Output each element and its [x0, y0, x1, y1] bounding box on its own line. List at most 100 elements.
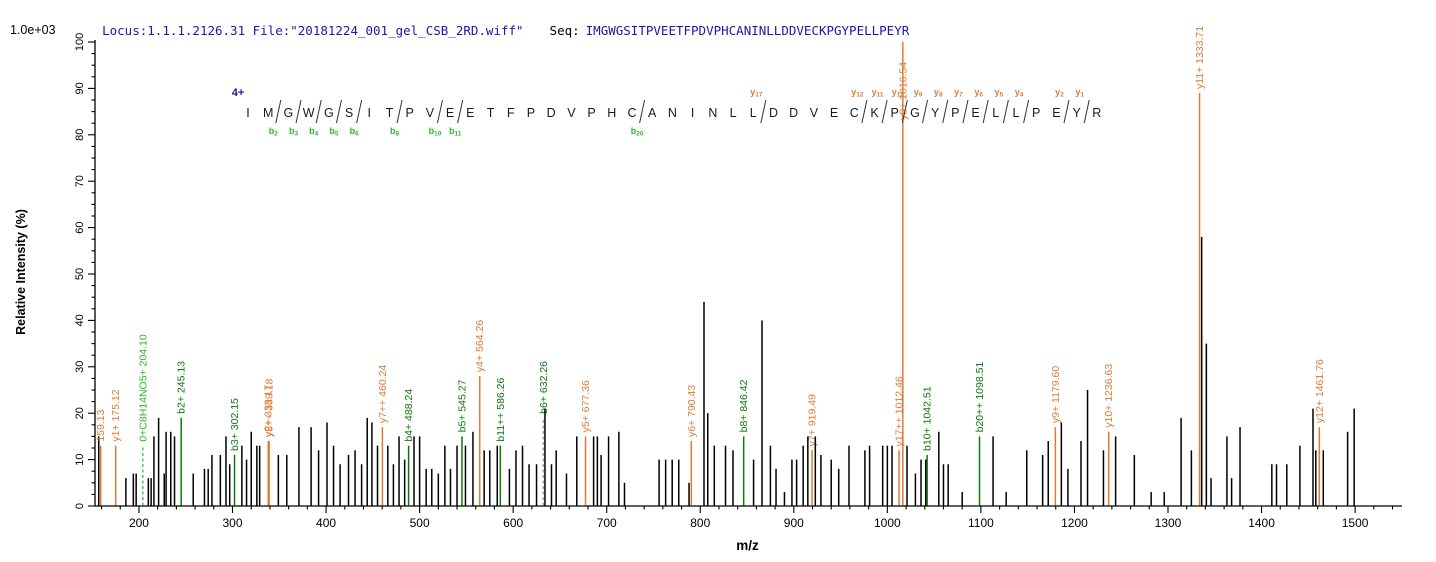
fragment-divider: [881, 99, 888, 124]
b-ion-marker: b10: [429, 126, 442, 138]
residue-letter: S: [345, 106, 353, 120]
residue-letter: P: [406, 106, 414, 120]
fragment-divider: [861, 99, 868, 124]
residue-letter: H: [607, 106, 616, 120]
fragment-divider: [295, 99, 302, 124]
residue-letter: A: [648, 106, 657, 120]
residue-letter: N: [708, 106, 717, 120]
peak-label: y7++ 460.24: [377, 365, 389, 424]
b-ion-marker: b6: [350, 126, 360, 138]
y-axis-tick-label: 90: [74, 82, 86, 94]
fragment-divider: [396, 99, 403, 124]
residue-letter: T: [386, 106, 394, 120]
residue-letter: G: [284, 106, 294, 120]
y-axis-tick-label: 20: [74, 407, 86, 419]
fragment-divider: [1063, 99, 1070, 124]
y-ion-marker: y5: [995, 87, 1004, 99]
residue-letter: R: [1092, 106, 1101, 120]
x-axis-tick-label: 1300: [1155, 516, 1182, 530]
y-axis-tick-label: 100: [74, 33, 86, 51]
residue-letter: D: [547, 106, 556, 120]
residue-letter: P: [1032, 106, 1040, 120]
peak-label: b11++ 586.26: [495, 377, 507, 441]
residue-letter: Y: [931, 106, 940, 120]
residue-letter: P: [587, 106, 595, 120]
y-ion-marker: y12: [851, 87, 864, 99]
peak-label: y5+ 677.36: [580, 380, 592, 432]
x-axis-title: m/z: [736, 538, 759, 553]
peak-label: 0+C8H14NO5+ 204.10: [137, 334, 149, 442]
residue-letter: P: [527, 106, 535, 120]
peak-label: b20++ 1098.51: [974, 362, 986, 433]
x-axis-tick-label: 1000: [874, 516, 901, 530]
fragment-divider: [1083, 99, 1090, 124]
peak-label: b4+ 488.24: [403, 389, 415, 442]
x-axis-tick-label: 1400: [1248, 516, 1275, 530]
b-ion-marker: b20: [631, 126, 644, 138]
y-ion-marker: y8: [934, 87, 943, 99]
peak-label: b3+ 302.15: [229, 398, 241, 451]
y-axis-tick-label: 50: [74, 268, 86, 280]
y-ion-marker: y7: [954, 87, 963, 99]
residue-letter: L: [1013, 106, 1020, 120]
peak-label: y9+ 1179.60: [1050, 366, 1062, 423]
x-axis-tick-label: 500: [410, 516, 430, 530]
y-axis-tick-label: 80: [74, 129, 86, 141]
residue-letter: M: [263, 106, 273, 120]
x-axis-tick-label: 200: [129, 516, 149, 530]
residue-letter: V: [426, 106, 435, 120]
residue-letter: T: [487, 106, 495, 120]
x-axis-tick-label: 600: [503, 516, 523, 530]
fragment-divider: [639, 99, 646, 124]
peak-label: y17++ 1012.46: [894, 376, 906, 446]
fragment-divider: [335, 99, 342, 124]
fragment-divider: [1002, 99, 1009, 124]
residue-letter: L: [730, 106, 737, 120]
peak-label: b2+ 245.13: [176, 361, 188, 414]
y-ion-marker: y17: [750, 87, 763, 99]
sequence-text: IMGWGSITPVEETFPDVPHCANINLLDDVECKPGYPELLP…: [585, 23, 910, 38]
residue-letter: E: [971, 106, 979, 120]
peak-label: y1+ 175.12: [110, 389, 122, 441]
residue-letter: L: [992, 106, 999, 120]
y-ion-marker: y11: [872, 87, 884, 99]
y-axis-title: Relative Intensity (%): [14, 209, 28, 335]
y-axis-tick-label: 40: [74, 314, 86, 326]
residue-letter: Y: [1072, 106, 1081, 120]
residue-letter: I: [368, 106, 371, 120]
peak-label: y5++ 339.18: [264, 378, 276, 437]
fragment-divider: [437, 99, 443, 124]
fragment-divider: [760, 99, 767, 124]
b-ion-marker: b3: [289, 126, 299, 138]
b-ion-marker: b11: [449, 126, 462, 138]
locus-file-label: Locus:1.1.1.2126.31 File:"20181224_001_g…: [102, 23, 524, 38]
y-axis-tick-label: 30: [74, 361, 86, 373]
peak-label: y2+ 338.17: [263, 385, 275, 437]
peak-label: b6+ 632.26: [538, 361, 550, 414]
fragment-divider: [275, 99, 282, 124]
residue-letter: I: [691, 106, 694, 120]
x-axis-tick-label: 1200: [1061, 516, 1088, 530]
residue-letter: E: [446, 106, 454, 120]
x-axis-tick-label: 1500: [1342, 516, 1369, 530]
peak-label: y11+ 1333.71: [1194, 26, 1206, 89]
peak-label: 159.13: [95, 409, 107, 441]
residue-letter: E: [466, 106, 474, 120]
fragment-divider: [982, 99, 989, 124]
residue-letter: C: [850, 106, 859, 120]
y-axis-tick-label: 0: [74, 503, 86, 509]
residue-letter: V: [810, 106, 819, 120]
residue-letter: P: [891, 106, 899, 120]
fragment-divider: [1023, 99, 1030, 124]
peak-label: y7+ 919.49: [807, 394, 819, 446]
x-axis-tick-label: 800: [690, 516, 710, 530]
b-ion-marker: b2: [269, 126, 279, 138]
peak-label: b8+ 846.42: [738, 379, 750, 432]
residue-letter: F: [507, 106, 515, 120]
fragment-divider: [922, 99, 929, 124]
fragment-divider: [356, 99, 363, 124]
y-ion-marker: y6: [974, 87, 983, 99]
peak-label: b5+ 545.27: [456, 379, 468, 432]
